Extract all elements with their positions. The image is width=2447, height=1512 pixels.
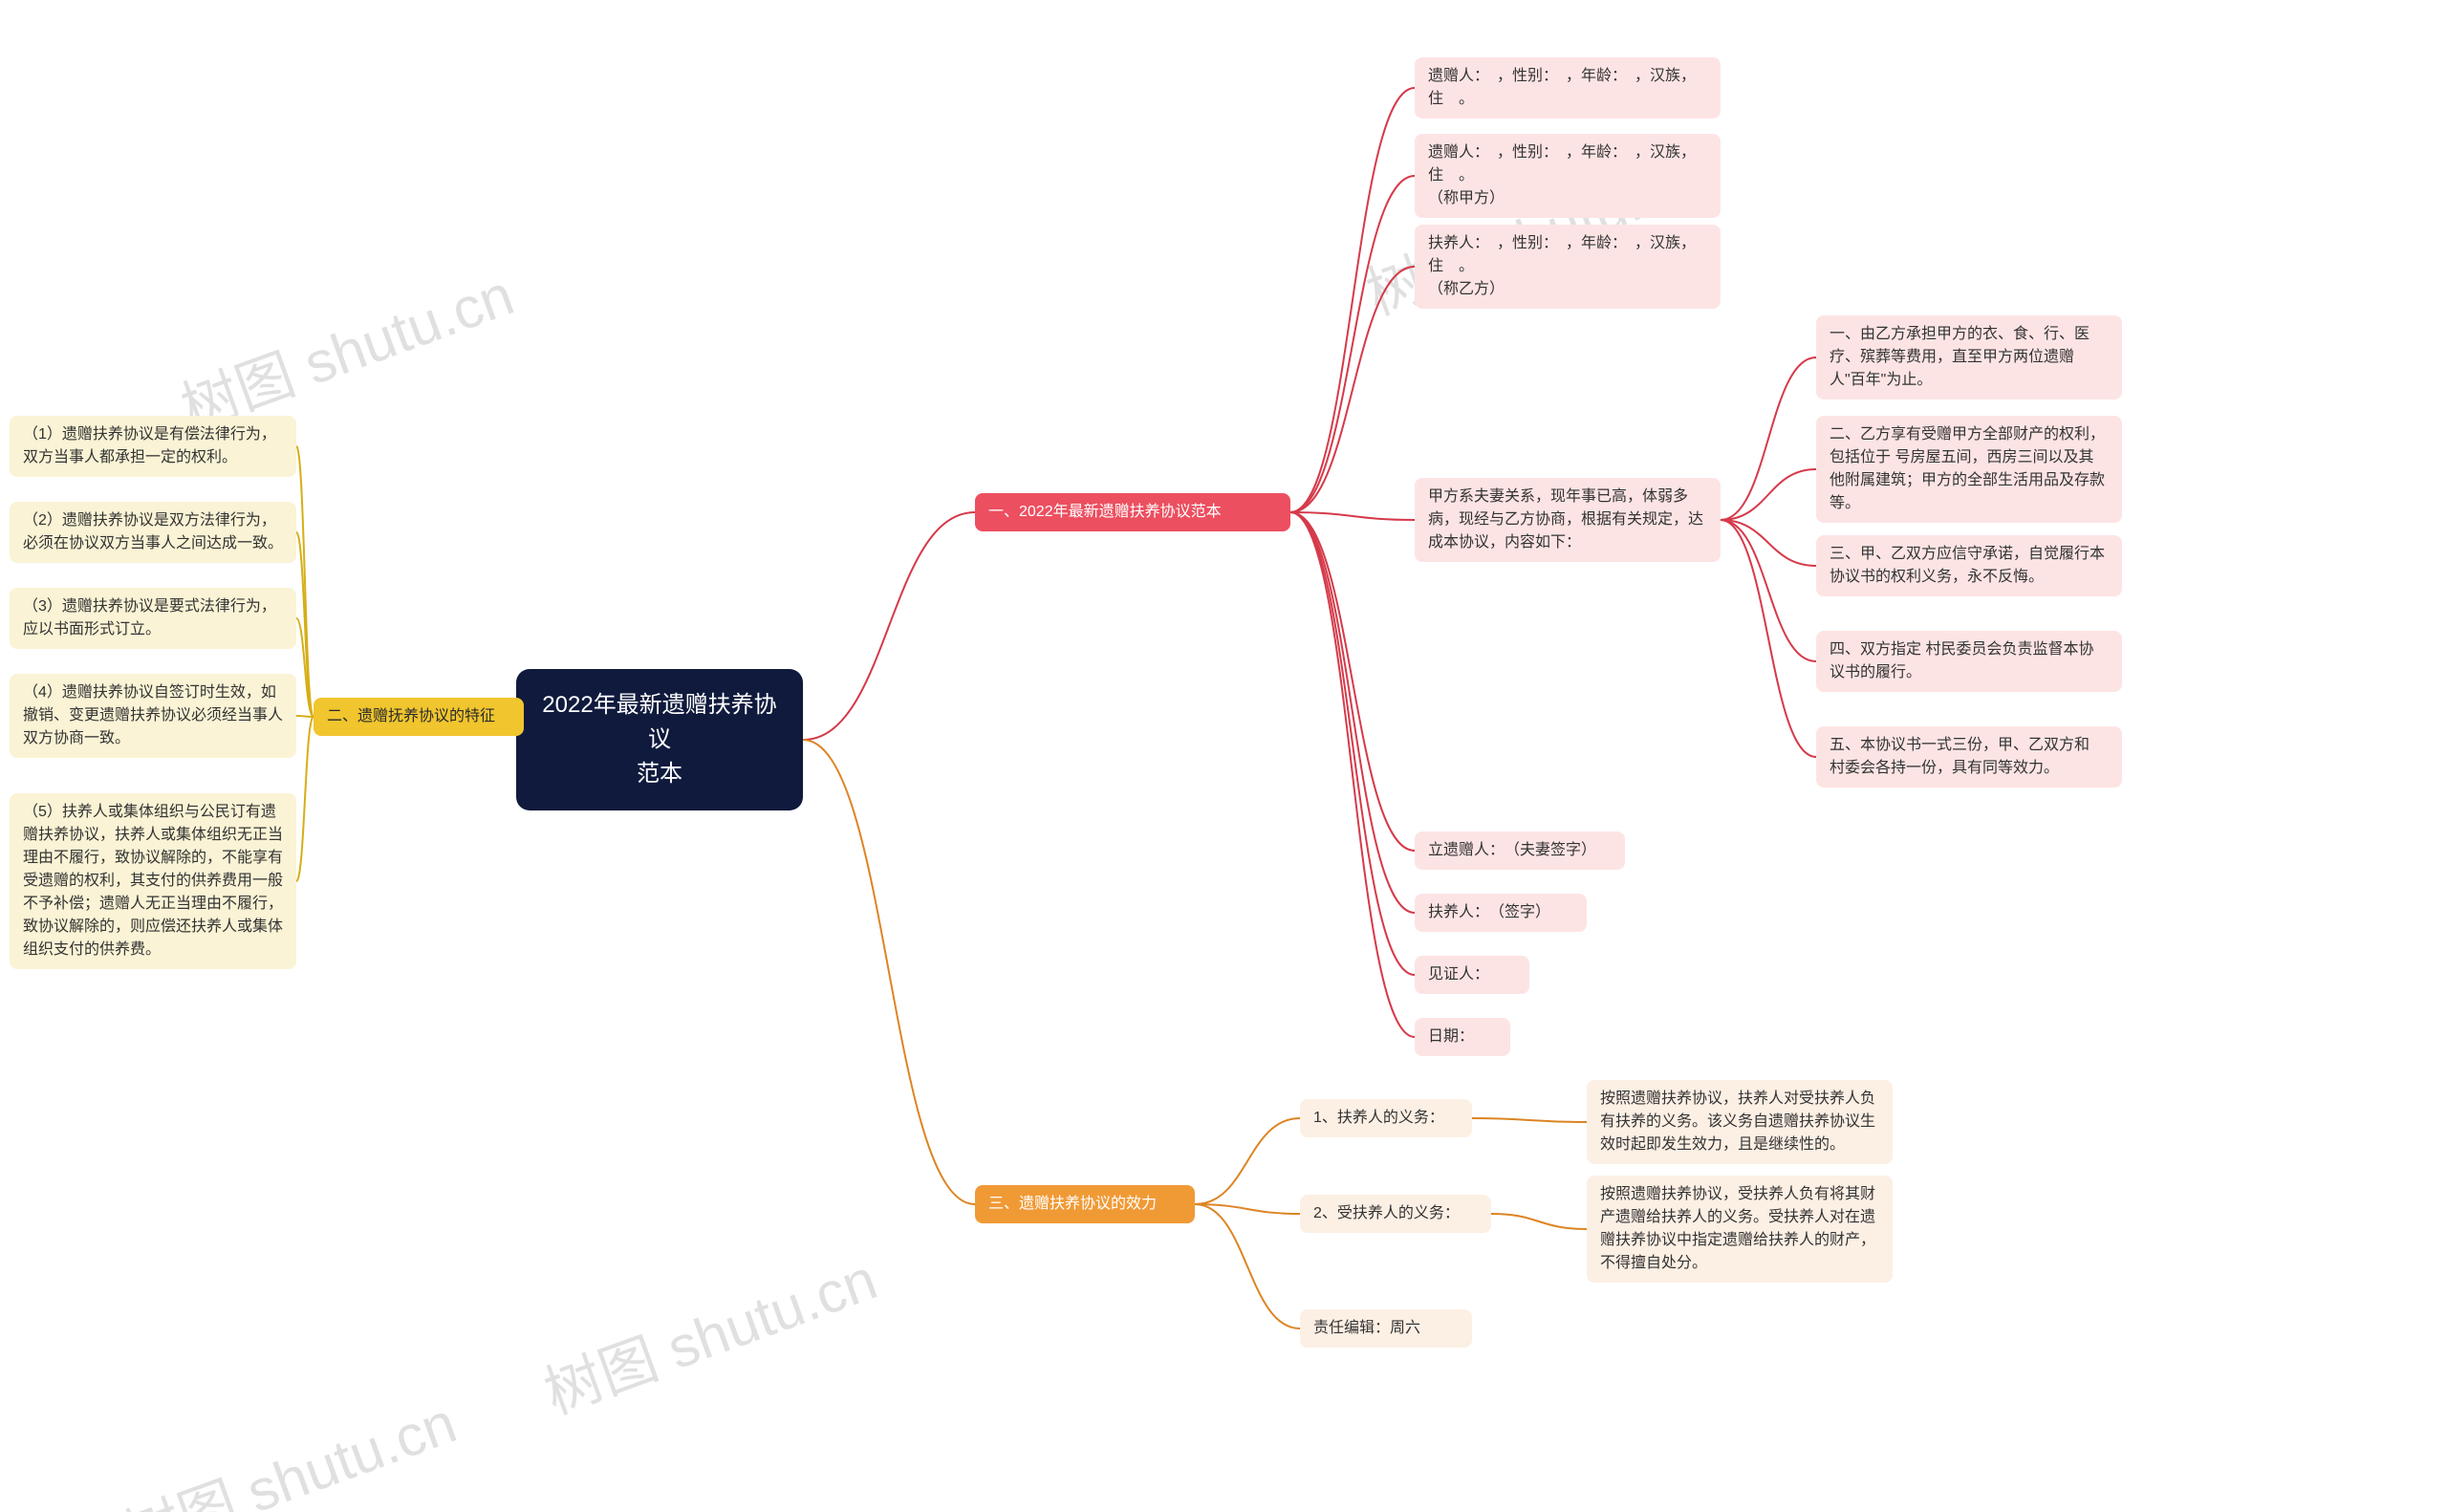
branch1-leaf: 遗赠人： ，性别： ，年龄： ，汉族，住 。 （称甲方） (1415, 134, 1721, 218)
branch1-subleaf: 四、双方指定 村民委员会负责监督本协议书的履行。 (1816, 631, 2122, 692)
branch3-leaf: 1、扶养人的义务： (1300, 1099, 1472, 1137)
branch3-subleaf: 按照遗赠扶养协议，受扶养人负有将其财产遗赠给扶养人的义务。受扶养人对在遗赠扶养协… (1587, 1176, 1893, 1283)
watermark: 树图 shutu.cn (531, 1233, 886, 1430)
branch3-node: 三、遗赠扶养协议的效力 (975, 1185, 1195, 1223)
branch1-node: 一、2022年最新遗赠扶养协议范本 (975, 493, 1290, 531)
branch2-leaf: （1）遗赠扶养协议是有偿法律行为，双方当事人都承担一定的权利。 (10, 416, 296, 477)
branch1-subleaf: 一、由乙方承担甲方的衣、食、行、医疗、殡葬等费用，直至甲方两位遗赠人"百年"为止… (1816, 315, 2122, 400)
root-node: 2022年最新遗赠扶养协议 范本 (516, 669, 803, 810)
branch3-subleaf: 按照遗赠扶养协议，扶养人对受扶养人负有扶养的义务。该义务自遗赠扶养协议生效时起即… (1587, 1080, 1893, 1164)
branch2-leaf: （3）遗赠扶养协议是要式法律行为，应以书面形式订立。 (10, 588, 296, 649)
branch3-leaf: 责任编辑：周六 (1300, 1309, 1472, 1348)
branch2-node: 二、遗赠抚养协议的特征 (314, 698, 524, 736)
branch1-leaf: 甲方系夫妻关系，现年事已高，体弱多病，现经与乙方协商，根据有关规定，达成本协议，… (1415, 478, 1721, 562)
watermark: 树图 shutu.cn (111, 1376, 466, 1512)
branch1-leaf: 扶养人： （签字） (1415, 894, 1587, 932)
branch1-subleaf: 二、乙方享有受赠甲方全部财产的权利，包括位于 号房屋五间，西房三间以及其他附属建… (1816, 416, 2122, 523)
branch2-leaf: （4）遗赠扶养协议自签订时生效，如撤销、变更遗赠扶养协议必须经当事人双方协商一致… (10, 674, 296, 758)
branch1-leaf: 日期： (1415, 1018, 1510, 1056)
branch1-leaf: 见证人： (1415, 956, 1529, 994)
branch2-leaf: （2）遗赠扶养协议是双方法律行为，必须在协议双方当事人之间达成一致。 (10, 502, 296, 563)
branch1-subleaf: 三、甲、乙双方应信守承诺，自觉履行本协议书的权利义务，永不反悔。 (1816, 535, 2122, 596)
branch1-leaf: 立遗赠人： （夫妻签字） (1415, 832, 1625, 870)
branch1-leaf: 扶养人： ，性别： ，年龄： ，汉族，住 。 （称乙方） (1415, 225, 1721, 309)
branch1-subleaf: 五、本协议书一式三份，甲、乙双方和 村委会各持一份，具有同等效力。 (1816, 726, 2122, 788)
branch3-leaf: 2、受扶养人的义务： (1300, 1195, 1491, 1233)
branch1-leaf: 遗赠人： ，性别： ，年龄： ，汉族，住 。 (1415, 57, 1721, 119)
branch2-leaf: （5）扶养人或集体组织与公民订有遗赠扶养协议，扶养人或集体组织无正当理由不履行，… (10, 793, 296, 969)
